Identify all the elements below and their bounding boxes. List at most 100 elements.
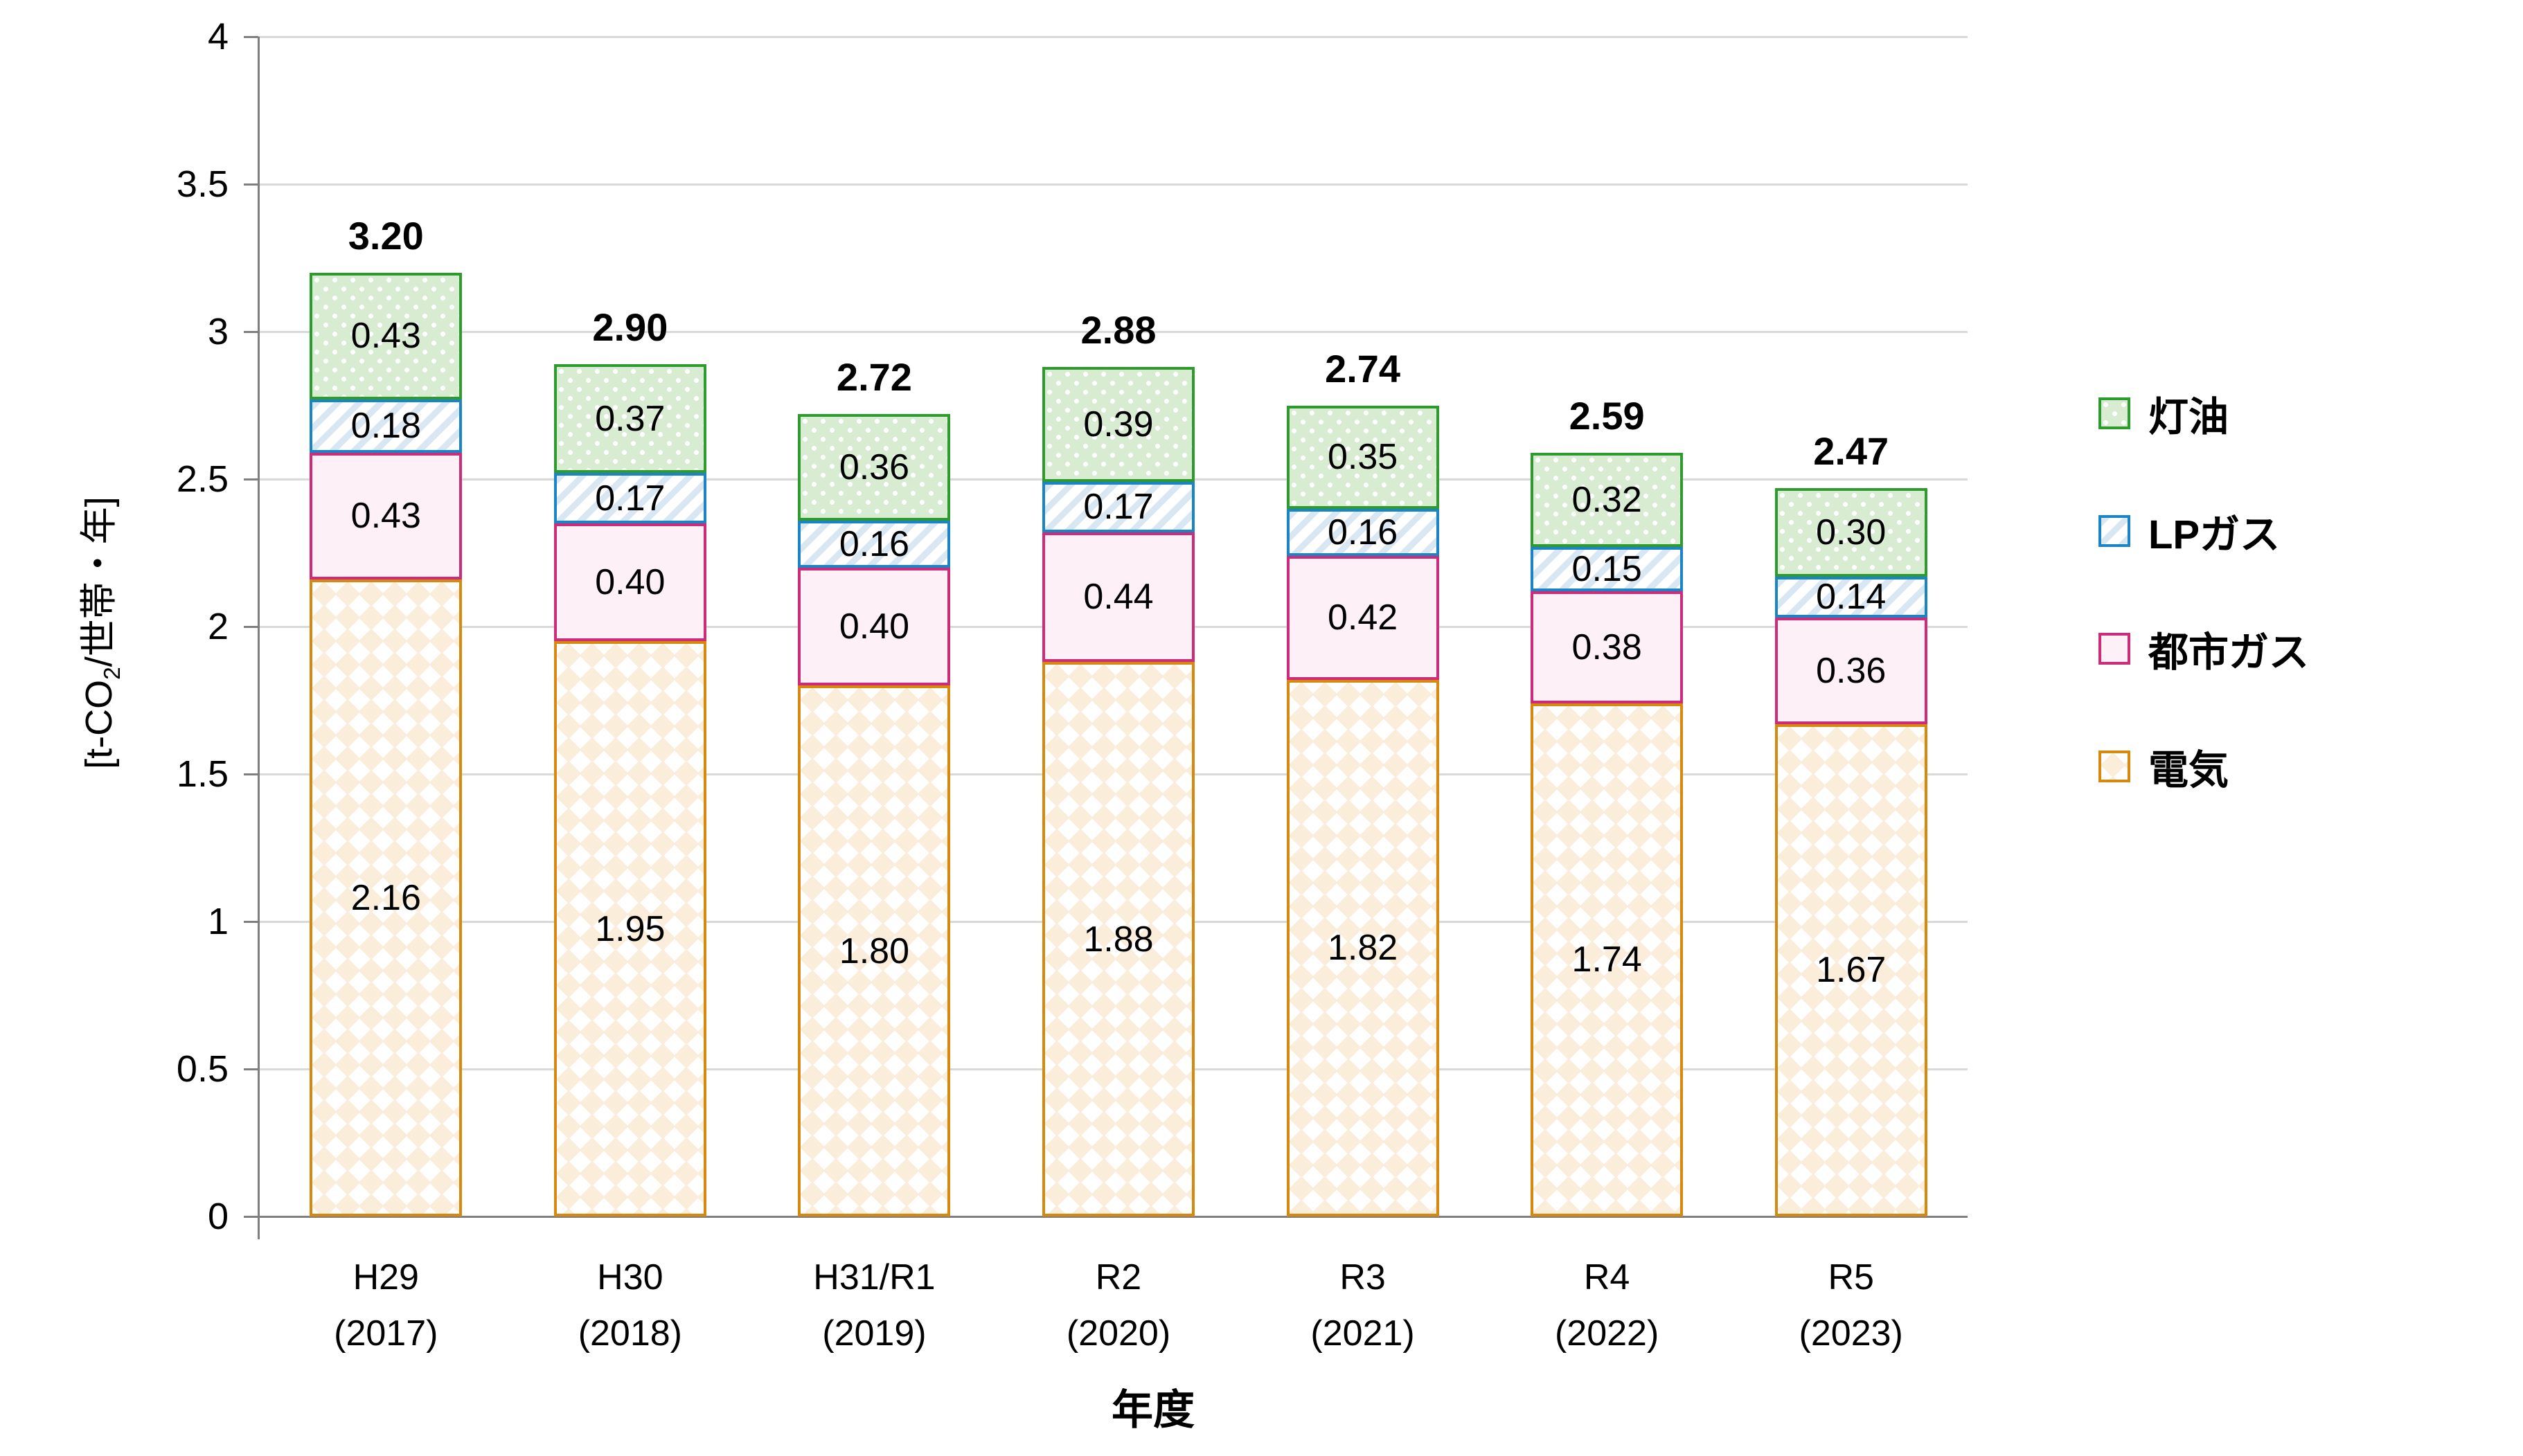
bar-total-label: 2.90	[592, 305, 668, 349]
bar-value-label: 0.18	[350, 406, 421, 447]
x-tick-label-year: (2022)	[1554, 1313, 1659, 1354]
bar-total-label: 3.20	[348, 213, 424, 258]
y-tick-label: 4	[207, 16, 229, 57]
y-tick-label: 3	[207, 311, 229, 352]
bar-segment-city-gas: 0.40	[553, 523, 706, 642]
bar-total-label: 2.74	[1325, 346, 1401, 390]
x-tick-label: R4 (2022)	[1485, 1250, 1729, 1361]
bar-total-label: 2.72	[836, 355, 912, 399]
bar-value-label: 0.17	[1083, 487, 1154, 528]
bar-segment-lp-gas: 0.17	[553, 473, 706, 523]
legend-swatch-city-gas	[2098, 633, 2130, 665]
bar-segment-lp-gas: 0.18	[310, 399, 463, 453]
bar-segment-kerosene: 0.30	[1774, 487, 1927, 577]
bar-value-label: 2.16	[350, 877, 421, 918]
bar-segment-kerosene: 0.43	[310, 272, 463, 399]
bar-segment-electricity: 1.95	[553, 641, 706, 1216]
x-axis-title: 年度	[1112, 1387, 1195, 1433]
bar-segment-lp-gas: 0.17	[1042, 482, 1195, 532]
y-axis-tick	[244, 183, 258, 186]
x-tick-label-year: (2019)	[822, 1313, 927, 1354]
bar-segment-lp-gas: 0.16	[1286, 508, 1439, 556]
y-tick-label: 1	[207, 901, 229, 942]
x-tick-label-era: H30	[597, 1257, 663, 1297]
bar-value-label: 0.15	[1571, 548, 1642, 589]
bar-segment-electricity: 2.16	[310, 579, 463, 1216]
x-tick-label-era: R2	[1095, 1257, 1142, 1297]
x-tick-label-year: (2021)	[1310, 1313, 1415, 1354]
bar-segment-electricity: 1.80	[798, 685, 951, 1216]
bar-segment-electricity: 1.88	[1042, 662, 1195, 1216]
x-tick-label-era: H29	[353, 1257, 419, 1297]
bar-value-label: 1.95	[595, 908, 666, 949]
legend-item-lp-gas: LPガス	[2098, 503, 2280, 559]
bar-total-label: 2.59	[1569, 393, 1645, 438]
gridline	[258, 35, 1968, 38]
y-tick-label: 1.5	[176, 753, 229, 795]
legend-label-electricity: 電気	[2148, 748, 2229, 793]
y-tick-label: 2	[207, 606, 229, 647]
y-axis-tick	[244, 773, 258, 775]
legend-label-kerosene: 灯油	[2148, 395, 2229, 440]
legend-item-electricity: 電気	[2098, 739, 2229, 794]
bar-value-label: 0.17	[595, 478, 666, 519]
bar-segment-city-gas: 0.36	[1774, 618, 1927, 724]
bar-segment-lp-gas: 0.15	[1531, 546, 1684, 591]
bar-segment-city-gas: 0.42	[1286, 555, 1439, 680]
x-tick-label-era: H31/R1	[813, 1257, 936, 1297]
y-axis-tick	[244, 35, 258, 38]
x-tick-label-year: (2018)	[578, 1313, 682, 1354]
bar-value-label: 0.36	[839, 447, 910, 487]
x-tick-label: H29 (2017)	[264, 1250, 508, 1361]
x-tick-label: R2 (2020)	[997, 1250, 1241, 1361]
y-tick-label: 2.5	[176, 458, 229, 500]
bar-value-label: 1.80	[839, 931, 910, 971]
bar-value-label: 0.42	[1327, 597, 1398, 638]
y-axis-tick	[244, 1068, 258, 1070]
x-tick-label: R3 (2021)	[1240, 1250, 1485, 1361]
x-axis-line	[244, 1215, 1968, 1218]
bar-value-label: 0.40	[839, 606, 910, 647]
bar-segment-lp-gas: 0.14	[1774, 576, 1927, 618]
bar-segment-city-gas: 0.38	[1531, 591, 1684, 703]
bar-value-label: 0.39	[1083, 404, 1154, 445]
bar-total-label: 2.47	[1813, 429, 1889, 473]
bar-value-label: 1.74	[1571, 940, 1642, 980]
gridline	[258, 330, 1968, 333]
bar-segment-electricity: 1.82	[1286, 679, 1439, 1216]
bar-segment-kerosene: 0.37	[553, 363, 706, 474]
bar-value-label: 1.82	[1327, 928, 1398, 969]
bar-value-label: 0.43	[350, 316, 421, 357]
bar-value-label: 0.43	[350, 496, 421, 537]
bar-value-label: 0.16	[839, 523, 910, 564]
x-tick-label-era: R4	[1583, 1257, 1630, 1297]
bar-segment-city-gas: 0.44	[1042, 532, 1195, 663]
bar-value-label: 0.38	[1571, 627, 1642, 667]
y-tick-label: 0.5	[176, 1048, 229, 1090]
bar-segment-kerosene: 0.36	[798, 414, 951, 521]
y-tick-label: 3.5	[176, 163, 229, 205]
legend-item-city-gas: 都市ガス	[2098, 621, 2309, 676]
bar-value-label: 0.35	[1327, 437, 1398, 478]
bar-segment-electricity: 1.74	[1531, 703, 1684, 1216]
gridline	[258, 183, 1968, 186]
legend-swatch-electricity	[2098, 751, 2130, 782]
bar-value-label: 0.30	[1816, 512, 1887, 552]
y-axis-tick	[244, 920, 258, 923]
bar-segment-lp-gas: 0.16	[798, 520, 951, 568]
bar-total-label: 2.88	[1080, 308, 1157, 352]
y-axis-title-sub: 2	[99, 667, 125, 680]
bar-value-label: 0.16	[1327, 512, 1398, 552]
bar-value-label: 1.67	[1816, 950, 1887, 991]
legend-label-lp-gas: LPガス	[2148, 512, 2281, 557]
bar-value-label: 0.36	[1816, 650, 1887, 691]
x-tick-label-year: (2017)	[334, 1313, 438, 1354]
legend-swatch-lp-gas	[2098, 515, 2130, 547]
bar-value-label: 0.44	[1083, 577, 1154, 618]
legend-label-city-gas: 都市ガス	[2148, 630, 2310, 675]
x-tick-label: R5 (2023)	[1729, 1250, 1973, 1361]
bar-segment-kerosene: 0.32	[1531, 452, 1684, 547]
x-tick-label-year: (2020)	[1066, 1313, 1171, 1354]
bar-segment-kerosene: 0.35	[1286, 405, 1439, 509]
bar-segment-city-gas: 0.43	[310, 452, 463, 579]
